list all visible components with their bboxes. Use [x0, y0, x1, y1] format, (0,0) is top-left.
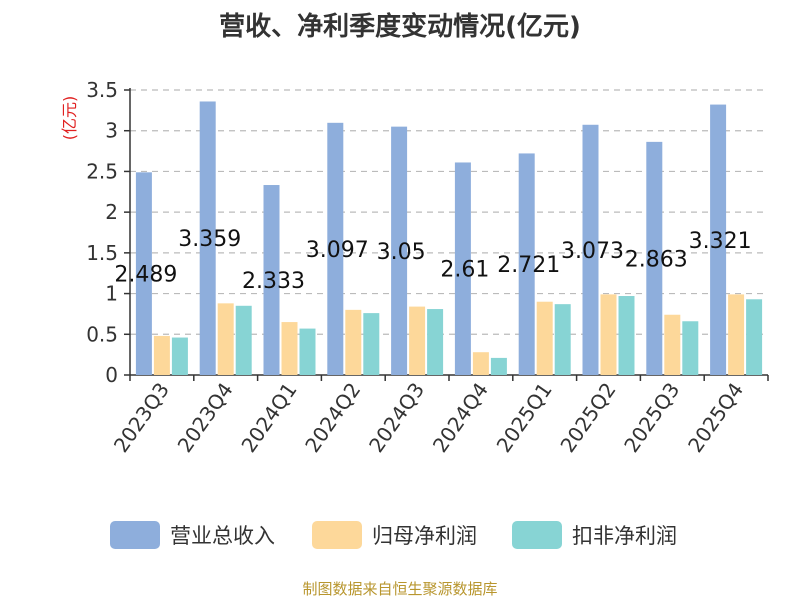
- bar-revenue: [454, 162, 471, 375]
- x-tick-label: 2023Q4: [173, 378, 238, 457]
- bar-parent-profit: [217, 303, 234, 375]
- bar-revenue: [135, 172, 152, 375]
- bar-parent-profit: [600, 294, 617, 375]
- bar-deducted-profit: [554, 304, 571, 375]
- bar-parent-profit: [345, 309, 362, 375]
- bar-parent-profit: [664, 314, 681, 375]
- y-tick-label: 0: [105, 363, 118, 387]
- legend-label: 归母净利润: [372, 524, 477, 548]
- x-tick-label: 2025Q3: [619, 378, 684, 457]
- bar-parent-profit: [536, 301, 553, 375]
- data-label-revenue: 3.359: [178, 227, 241, 252]
- data-label-revenue: 2.61: [440, 258, 489, 283]
- bar-revenue: [327, 122, 344, 376]
- legend-swatch: [110, 521, 160, 549]
- bar-revenue: [582, 124, 599, 376]
- x-tick-label: 2024Q4: [428, 378, 493, 457]
- bar-deducted-profit: [363, 313, 380, 375]
- y-tick-label: 3.5: [86, 78, 118, 102]
- y-tick-label: 0.5: [86, 322, 118, 346]
- x-tick-label: 2025Q1: [492, 378, 557, 457]
- bar-revenue: [263, 185, 280, 375]
- x-tick-label: 2024Q3: [364, 378, 429, 457]
- data-label-revenue: 2.489: [114, 263, 177, 288]
- bar-revenue: [391, 126, 408, 376]
- y-tick-label: 1.5: [86, 241, 118, 265]
- y-axis-label: (亿元): [60, 96, 79, 141]
- y-tick-label: 3: [105, 119, 118, 143]
- bar-deducted-profit: [299, 328, 316, 375]
- y-tick-label: 2: [105, 200, 118, 224]
- data-label-revenue: 3.073: [561, 239, 624, 264]
- bar-revenue: [710, 104, 727, 375]
- bar-parent-profit: [409, 306, 426, 375]
- bar-deducted-profit: [490, 357, 507, 375]
- bar-revenue: [518, 153, 535, 375]
- legend-swatch: [512, 521, 562, 549]
- data-label-revenue: 3.321: [689, 229, 752, 254]
- x-tick-label: 2023Q3: [109, 378, 174, 457]
- bar-parent-profit: [153, 335, 170, 375]
- bar-deducted-profit: [682, 321, 699, 375]
- bar-revenue: [646, 141, 663, 375]
- bar-deducted-profit: [746, 299, 763, 375]
- chart-title: 营收、净利季度变动情况(亿元): [219, 12, 581, 42]
- legend-label: 扣非净利润: [572, 524, 677, 548]
- bar-parent-profit: [472, 352, 489, 375]
- data-label-revenue: 3.05: [377, 240, 426, 265]
- y-tick-label: 2.5: [86, 159, 118, 183]
- data-label-revenue: 2.863: [625, 247, 688, 272]
- data-label-revenue: 2.333: [242, 269, 305, 294]
- x-tick-label: 2024Q2: [300, 378, 365, 457]
- bar-parent-profit: [281, 322, 298, 375]
- bar-deducted-profit: [235, 305, 252, 375]
- bar-revenue: [199, 101, 216, 375]
- bar-parent-profit: [728, 294, 745, 375]
- bar-deducted-profit: [618, 296, 635, 375]
- x-tick-label: 2025Q4: [683, 378, 748, 457]
- legend-swatch: [312, 521, 362, 549]
- data-label-revenue: 3.097: [306, 238, 369, 263]
- source-footer: 制图数据来自恒生聚源数据库: [302, 580, 498, 598]
- data-label-revenue: 2.721: [497, 253, 560, 278]
- y-tick-label: 1: [105, 282, 118, 306]
- x-tick-label: 2025Q2: [555, 378, 620, 457]
- bar-deducted-profit: [427, 309, 444, 375]
- x-tick-label: 2024Q1: [236, 378, 301, 457]
- legend-label: 营业总收入: [170, 524, 275, 548]
- bar-deducted-profit: [171, 337, 188, 375]
